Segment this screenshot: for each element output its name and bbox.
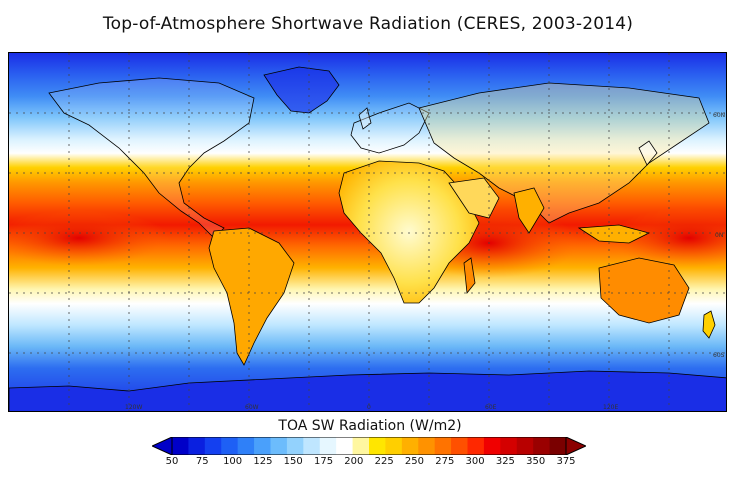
colorbar-segment [204, 437, 222, 455]
hot-ocean-east-pacific [9, 210, 169, 266]
colorbar-tick-label: 200 [344, 456, 364, 467]
india-outline [513, 187, 545, 234]
lat-label-60s: 60S [713, 352, 725, 359]
colorbar-min-arrow [152, 437, 173, 455]
colorbar-tick-label: 275 [435, 456, 455, 467]
north-america-outline [48, 77, 255, 239]
colorbar-segments [172, 437, 567, 455]
colorbar-segment [336, 437, 354, 455]
hot-ocean-west-pacific [609, 208, 726, 268]
lat-label-60n: 60N [713, 112, 725, 119]
colorbar-tick-label: 300 [465, 456, 485, 467]
map-gridlines [9, 53, 726, 411]
colorbar-segment [401, 437, 419, 455]
lon-label-60e: 60E [485, 404, 497, 411]
world-map: 120W 60W 0 60E 120E 60N 0N 60S [8, 52, 727, 412]
madagascar-outline [463, 257, 476, 295]
lon-label-0: 0 [367, 404, 371, 411]
colorbar-segment [319, 437, 337, 455]
greenland-outline [263, 66, 340, 114]
colorbar-segment [451, 437, 468, 455]
colorbar-segment [286, 437, 304, 455]
colorbar-tick-label: 250 [404, 456, 424, 467]
colorbar-tick-label: 150 [283, 456, 303, 467]
chart-title: Top-of-Atmosphere Shortwave Radiation (C… [102, 14, 634, 34]
japan-outline [638, 140, 658, 166]
colorbar-segment [434, 437, 452, 455]
lon-label-120w: 120W [125, 404, 142, 411]
indonesia-outline [577, 224, 651, 244]
map-canvas: 120W 60W 0 60E 120E 60N 0N 60S [9, 53, 726, 411]
colorbar-segment [467, 437, 485, 455]
colorbar-max-arrow [565, 437, 586, 455]
colorbar-tick-label: 100 [223, 456, 243, 467]
antarctica-outline [9, 370, 726, 411]
asia-outline [418, 82, 710, 224]
colorbar-tick-label: 325 [495, 456, 515, 467]
colorbar-segment [418, 437, 436, 455]
colorbar-segment [500, 437, 518, 455]
colorbar-tick-label: 175 [313, 456, 334, 467]
colorbar-tick-label: 225 [374, 456, 394, 467]
colorbar-segment [533, 437, 551, 455]
colorbar-segment [188, 437, 206, 455]
colorbar-segment [303, 437, 321, 455]
south-america-outline [208, 227, 295, 366]
lon-label-60w: 60W [245, 404, 259, 411]
australia-outline [598, 257, 690, 324]
colorbar-segment [221, 437, 239, 455]
colorbar-tick-label: 375 [556, 456, 576, 467]
colorbar [152, 437, 586, 455]
europe-outline [350, 102, 430, 154]
colorbar-segment [385, 437, 403, 455]
colorbar-title: TOA SW Radiation (W/m2) [278, 418, 462, 434]
colorbar-segment [352, 437, 370, 455]
colorbar-segment [483, 437, 501, 455]
colorbar-segment [549, 437, 567, 455]
colorbar-tick-label: 75 [195, 456, 209, 467]
colorbar-segment [172, 437, 189, 455]
colorbar-segment [369, 437, 386, 455]
colorbar-tick-label: 50 [165, 456, 179, 467]
colorbar-border [171, 437, 567, 455]
colorbar-tick-label: 350 [526, 456, 546, 467]
colorbar-segment [237, 437, 255, 455]
lon-label-120e: 120E [603, 404, 618, 411]
colorbar-tick-label: 125 [253, 456, 273, 467]
lat-label-0n: 0N [715, 232, 723, 239]
arabia-outline [448, 177, 500, 219]
colorbar-segment [254, 437, 271, 455]
new-zealand-outline [702, 310, 716, 339]
africa-outline [338, 160, 480, 304]
colorbar-segment [270, 437, 288, 455]
colorbar-segment [516, 437, 534, 455]
